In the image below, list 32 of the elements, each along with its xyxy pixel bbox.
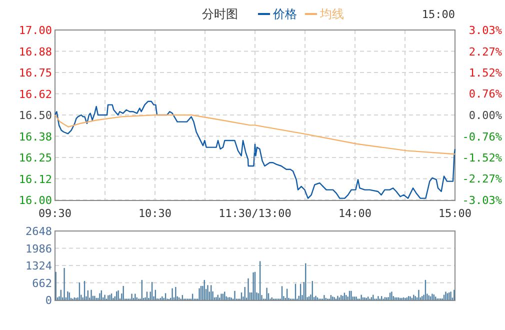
y-tick-label: 16.88 [18, 45, 52, 58]
y-tick-label: 1986 [26, 242, 52, 256]
legend-label: 均线 [319, 7, 344, 21]
y-tick-label: 16.75 [18, 66, 52, 80]
y-tick-label: 0 [45, 294, 52, 307]
text: 1.52% [468, 66, 502, 80]
y-tick-label: 662 [32, 276, 52, 290]
y-tick-label: 16.00 [18, 194, 52, 207]
text: 2.27% [468, 45, 502, 58]
x-tick-label: 09:30 [38, 207, 72, 220]
legend-label: 价格 [272, 7, 297, 21]
y-tick-label: 17.00 [18, 24, 52, 37]
text: 0.00% [468, 109, 502, 122]
y-tick-label: 16.50 [18, 109, 52, 122]
y-tick-label: 16.38 [18, 130, 52, 144]
text: 15:00 [422, 8, 455, 21]
chart-title: 分时图 [202, 7, 238, 21]
text: -0.76% [462, 130, 502, 144]
x-tick-label: 15:00 [438, 207, 472, 220]
text: 0.76% [468, 88, 502, 101]
x-tick-label: 14:00 [338, 207, 372, 220]
x-tick-label: 10:30 [138, 207, 172, 220]
text: -1.52% [462, 152, 502, 165]
text: 3.03% [468, 24, 502, 37]
x-tick-label: 11:30/13:00 [218, 207, 292, 220]
text: -2.27% [462, 172, 502, 186]
text: -3.03% [462, 194, 502, 207]
y-tick-label: 2648 [26, 225, 52, 238]
y-tick-label: 16.62 [18, 88, 52, 101]
y-tick-label: 16.25 [18, 152, 52, 164]
y-tick-label: 16.12 [18, 172, 52, 186]
y-tick-label: 1324 [26, 260, 52, 272]
